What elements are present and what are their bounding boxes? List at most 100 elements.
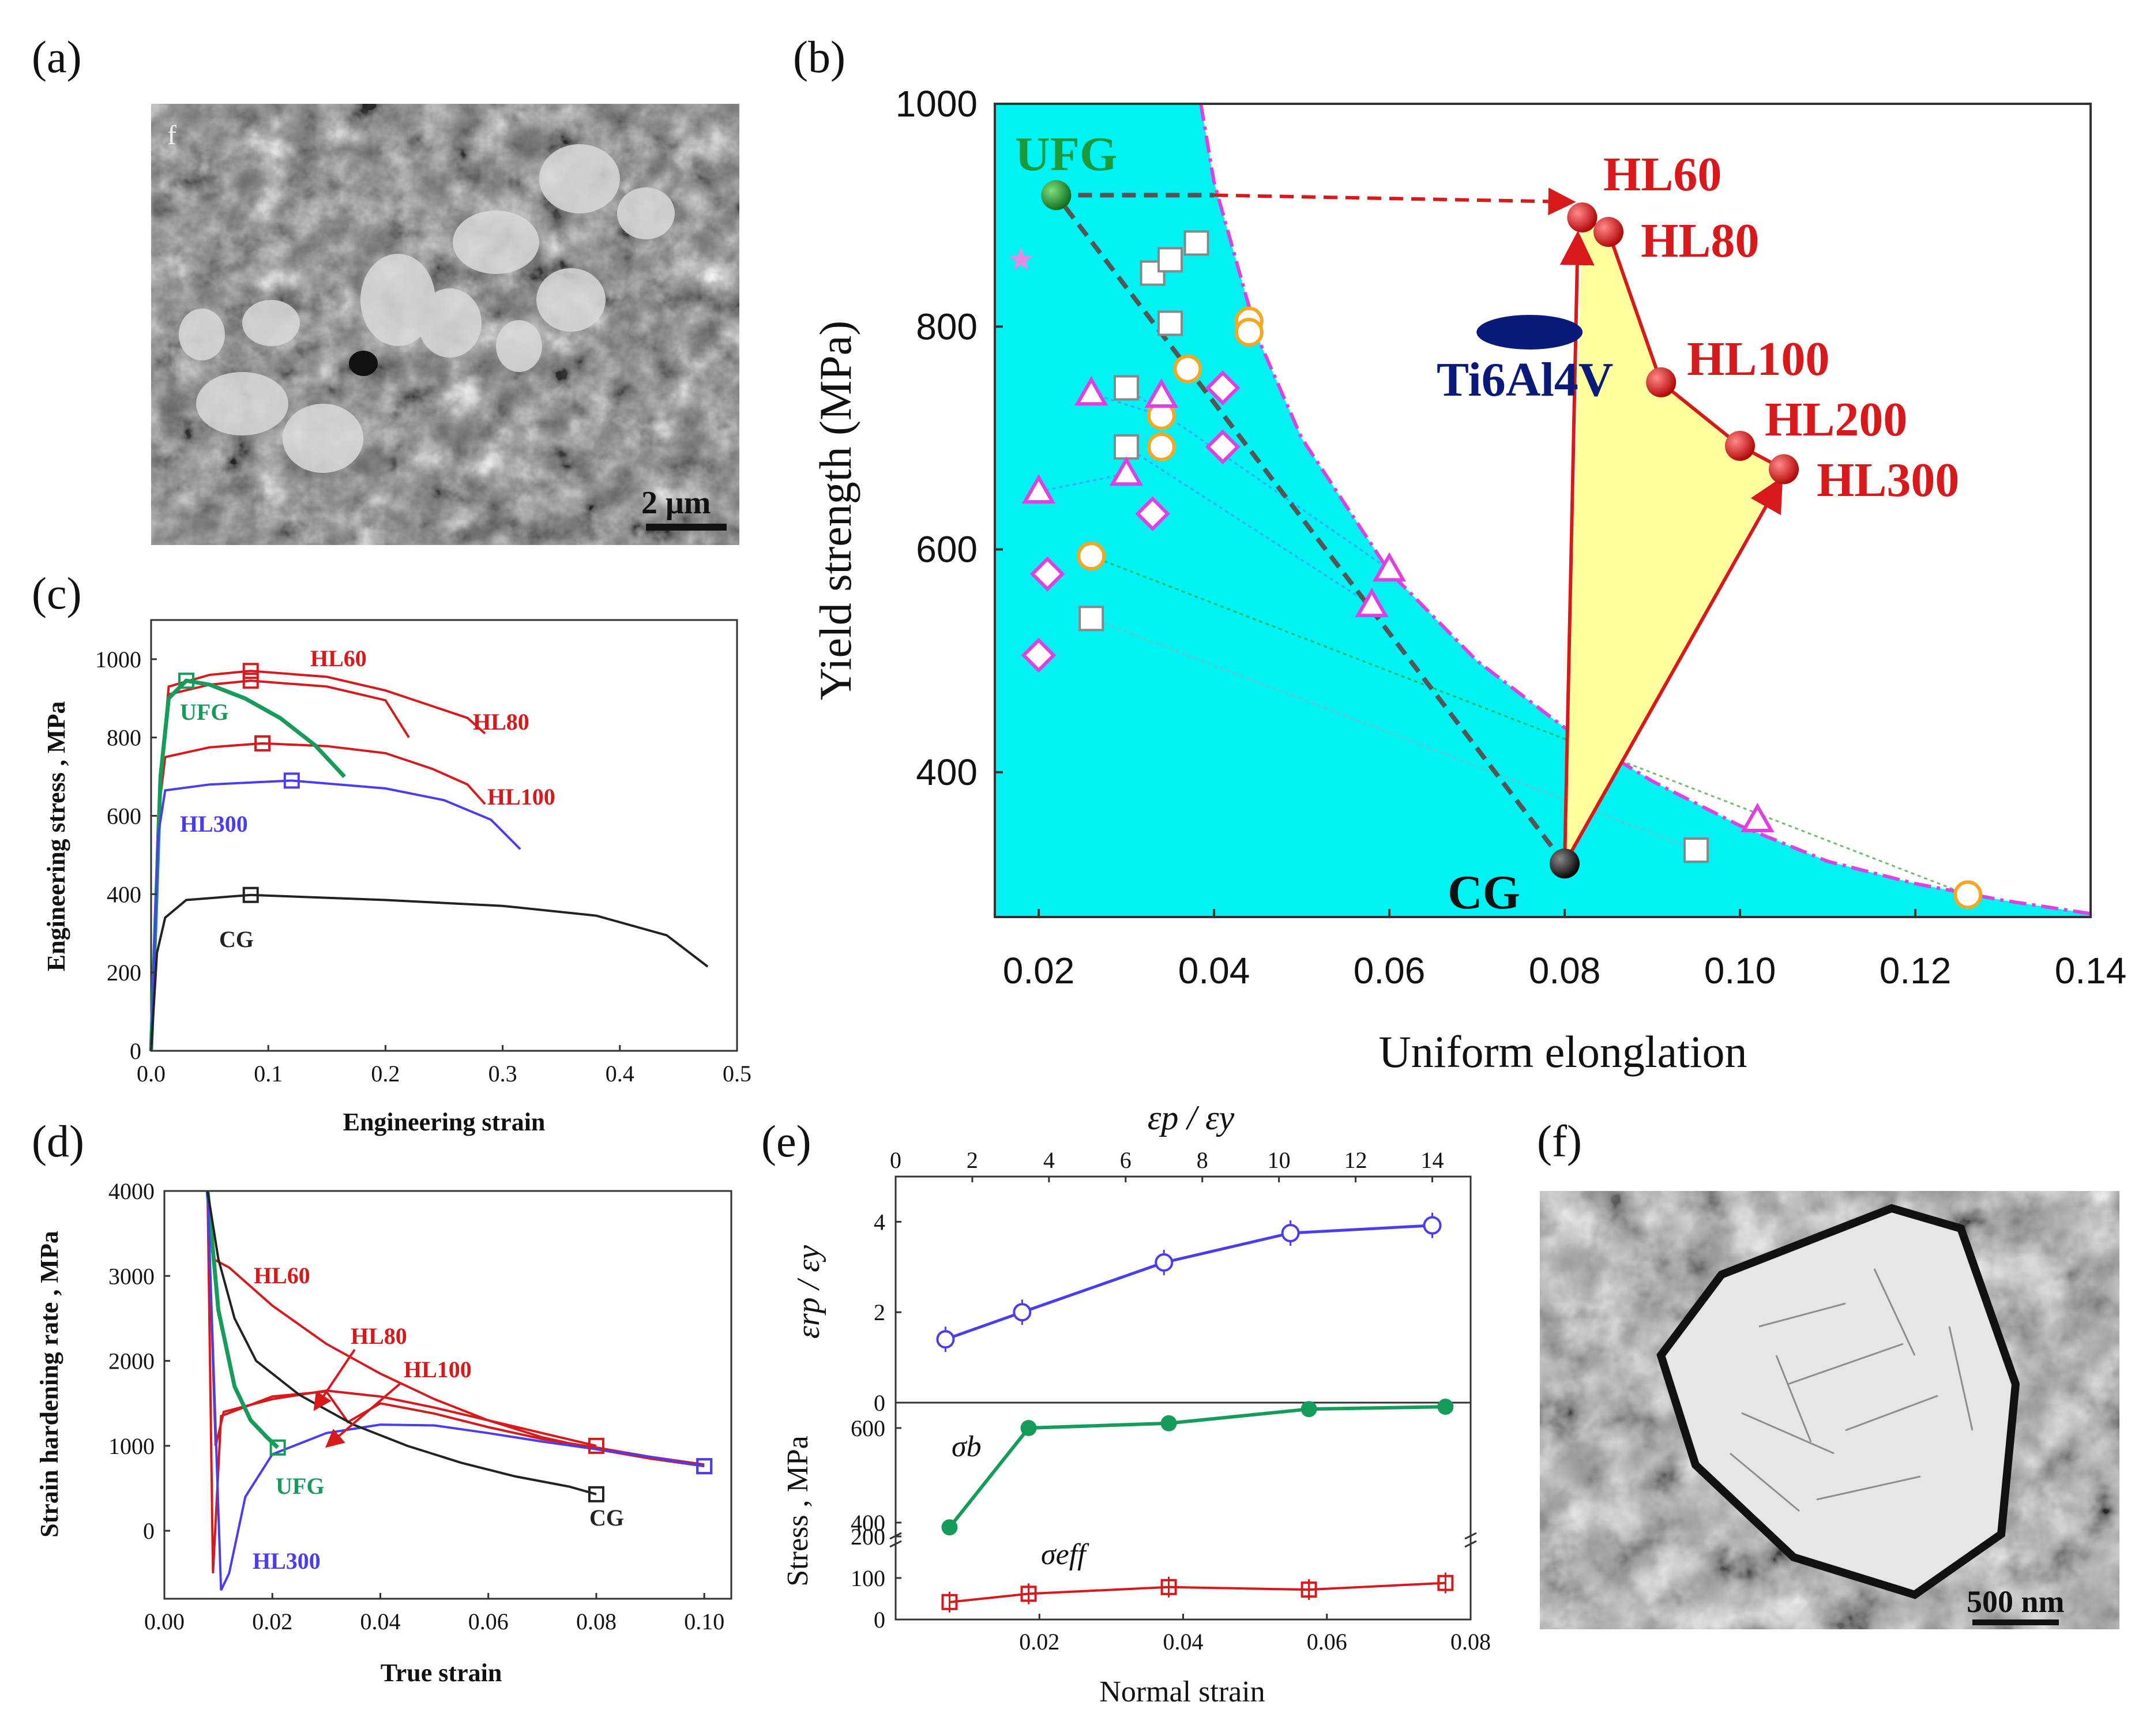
arrow-hl100 [325, 1382, 402, 1448]
label-hl100: HL100 [1687, 332, 1829, 386]
top-axis-label-e: εp / εy [1148, 1099, 1235, 1137]
x-tick-label: 0.0 [137, 1061, 166, 1087]
circle-marker [1147, 432, 1176, 461]
curve-d-hl100 [206, 1190, 705, 1573]
triangle-marker [1144, 378, 1178, 408]
curve-d-ufg [205, 1190, 280, 1449]
y-tick-label: 600 [916, 529, 978, 570]
x-tick-label: 0.10 [1704, 950, 1776, 991]
x-tick-label: 0.2 [371, 1061, 400, 1087]
x-tick-label: 0.08 [576, 1609, 617, 1634]
y-tick-label-bottom: 600 [851, 1415, 885, 1441]
point-sigma-eff [1300, 1581, 1317, 1598]
micrograph-a-scale-bar [646, 524, 727, 531]
x-tick-label: 0.3 [488, 1061, 517, 1087]
x-tick-label-top: 14 [1421, 1147, 1444, 1173]
x-axis-label-d: True strain [381, 1659, 502, 1687]
y-tick-label: 1000 [95, 647, 141, 672]
diamond-marker [1135, 496, 1170, 532]
plot-frame-b [994, 103, 2092, 918]
label-hl300: HL300 [1817, 453, 1959, 507]
arrow-hl80 [313, 1348, 356, 1411]
marker-hl60 [242, 663, 259, 679]
circle-marker [1953, 880, 1983, 910]
panel-label-e: (e) [761, 1116, 811, 1166]
arrow-cg-to-hl300 [1563, 476, 1783, 865]
curve-d-hl300 [206, 1190, 705, 1591]
point-sigma-b [1300, 1401, 1317, 1418]
x-tick-label: 0.06 [1354, 950, 1426, 991]
triangle-marker [1074, 376, 1108, 406]
triangle-marker [1741, 802, 1775, 832]
y-axis-label-c: Engineering stress , MPa [42, 701, 70, 972]
end-marker [588, 1437, 604, 1454]
y-axis-label-b: Yield strength (MPa) [810, 321, 860, 701]
hl-point-hl60 [1567, 202, 1598, 233]
label-cg: CG [1448, 866, 1520, 919]
x-tick-label: 0.02 [252, 1609, 292, 1634]
point-e-top [1281, 1224, 1300, 1242]
label-c-hl100: HL100 [487, 784, 555, 810]
end-marker [588, 1486, 604, 1502]
label-hl80: HL80 [1641, 214, 1759, 268]
y-tick-label: 1000 [108, 1433, 155, 1459]
square-marker [1157, 310, 1183, 336]
x-axis-label-b: Uniform elonglation [1378, 1027, 1747, 1077]
circle-marker [1077, 542, 1106, 571]
y-tick-label: 3000 [108, 1263, 155, 1289]
x-tick-label: 0.14 [2055, 950, 2127, 991]
axis-break-right [1464, 1532, 1477, 1548]
label-hl200: HL200 [1765, 393, 1907, 446]
panel-label-b: (b) [793, 32, 845, 82]
connector-line [1126, 446, 1373, 606]
plot-frame-d [163, 1190, 732, 1600]
y-tick-label-bottom: 100 [851, 1565, 885, 1591]
point-e-top [1423, 1216, 1442, 1235]
micrograph-a-corner-label: f [167, 120, 176, 151]
y-tick-label: 200 [107, 960, 141, 986]
point-sigma-b [1160, 1415, 1177, 1431]
micrograph-a: f 2 μm [151, 104, 739, 545]
plot-frame-c [150, 619, 738, 1052]
triangle-marker [1109, 456, 1144, 486]
micrograph-f: 500 nm [1540, 1191, 2119, 1629]
label-d-hl100: HL100 [404, 1357, 472, 1382]
x-tick-label-bottom: 0.04 [1163, 1629, 1204, 1655]
label-ti6al4v: Ti6Al4V [1437, 353, 1614, 407]
ufg-point [1041, 180, 1072, 211]
micrograph-f-scale-text: 500 nm [1967, 1584, 2065, 1619]
ufg-cg-dashed-line [1054, 193, 1567, 865]
y-axis-label-e-top: εrp / εy [791, 1245, 826, 1339]
label-c-hl300: HL300 [180, 811, 248, 837]
marker-ufg [178, 672, 194, 689]
x-tick-label: 0.1 [254, 1061, 283, 1087]
point-e-top [1155, 1253, 1174, 1272]
x-tick-label: 0.00 [144, 1609, 185, 1634]
end-marker [696, 1458, 713, 1475]
micrograph-f-scale-bar [1972, 1619, 2059, 1625]
x-tick-label-top: 2 [967, 1147, 978, 1173]
y-tick-label: 1000 [896, 83, 978, 125]
x-axis-label-e: Normal strain [1099, 1675, 1265, 1708]
y-tick-label: 400 [107, 881, 141, 907]
diamond-marker [1029, 556, 1065, 592]
x-tick-label: 0.5 [723, 1061, 751, 1087]
hl-point-hl300 [1769, 454, 1799, 484]
chart-c: HL60 HL80 HL100 UFG HL300 CG 0.0 0.1 0.2 0.3 0.4 0.… [42, 619, 751, 1136]
x-tick-label: 0.06 [468, 1609, 509, 1634]
curve-ufg [149, 678, 346, 1051]
x-tick-label-bottom: 0.08 [1450, 1629, 1491, 1655]
label-d-cg: CG [589, 1505, 624, 1531]
circle-marker [1234, 317, 1264, 347]
x-tick-label-top: 12 [1344, 1147, 1367, 1173]
y-tick-label-top: 2 [874, 1299, 885, 1325]
point-e-top [1013, 1303, 1032, 1322]
label-d-ufg: UFG [276, 1473, 324, 1499]
y-tick-label: 0 [130, 1038, 141, 1064]
square-marker [1683, 837, 1709, 863]
label-sigma-eff: σeff [1041, 1538, 1089, 1571]
x-tick-label-bottom: 0.06 [1307, 1629, 1347, 1655]
end-marker [269, 1439, 286, 1456]
x-tick-label-top: 8 [1197, 1147, 1208, 1173]
